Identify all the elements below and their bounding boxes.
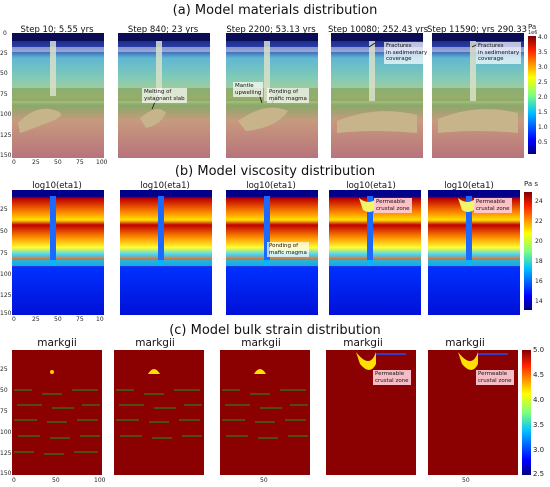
panel-title: Step 2200; 53.13 yrs	[226, 25, 316, 35]
strain-panel	[326, 350, 416, 475]
annotation-label: Ponding of mafic magma	[267, 88, 309, 103]
colorbar	[524, 192, 532, 310]
y-tick: 25	[0, 206, 8, 213]
y-tick: 25	[0, 366, 8, 373]
section-title-strain: (c) Model bulk strain distribution	[169, 323, 381, 338]
y-tick: 150	[0, 310, 12, 317]
x-tick: 50	[54, 316, 62, 323]
annotation-label: Fractures in sedimentary coverage	[476, 42, 522, 64]
colorbar-tick: 3.0	[533, 446, 545, 454]
section-title-materials: (a) Model materials distribution	[172, 3, 378, 18]
annotation-label: Permeable crustal zone	[474, 198, 512, 213]
x-tick: 10	[96, 316, 104, 323]
colorbar-tick: 1.5	[538, 109, 548, 116]
panel-title: log10(eta1)	[444, 181, 494, 191]
colorbar-tick: 4.0	[533, 396, 545, 404]
panel-title: log10(eta1)	[32, 181, 82, 191]
panel-title: markgii	[445, 337, 485, 349]
colorbar-tick: 14	[535, 298, 543, 305]
colorbar-tick: 3.5	[538, 49, 548, 56]
y-tick: 50	[0, 70, 8, 77]
strain-panel	[220, 350, 310, 475]
x-tick: 50	[52, 477, 60, 484]
panel-title: markgii	[37, 337, 77, 349]
colorbar-tick: 2.5	[533, 470, 545, 478]
colorbar-tick: 3.0	[538, 64, 548, 71]
colorbar-tick: 4.0	[538, 34, 548, 41]
panel-title: Step 10; 5.55 yrs	[20, 25, 94, 35]
panel-title: Step 10080; 252.43 yrs	[328, 25, 429, 35]
colorbar-tick: 4.5	[533, 371, 545, 379]
panel-title: log10(eta1)	[246, 181, 296, 191]
x-tick: 25	[32, 316, 40, 323]
colorbar-tick: 18	[535, 258, 543, 265]
colorbar-tick: 3.5	[533, 421, 545, 429]
colorbar-tick: 22	[535, 218, 543, 225]
y-tick: 100	[0, 429, 12, 436]
y-tick: 75	[0, 91, 8, 98]
annotation-label: Permeable crustal zone	[476, 370, 514, 385]
annotation-label: Ponding of mafic magma	[267, 242, 309, 257]
annotation-label: Permeable crustal zone	[374, 198, 412, 213]
x-tick: 100	[94, 477, 106, 484]
panel-title: Step 11590; yrs 290.33	[427, 25, 528, 35]
y-tick: 50	[0, 228, 8, 235]
x-tick: 0	[12, 477, 16, 484]
panel-title: markgii	[343, 337, 383, 349]
panel-title: markgii	[135, 337, 175, 349]
y-tick: 25	[0, 50, 8, 57]
colorbar-tick: 2.5	[538, 79, 548, 86]
panel-title: log10(eta1)	[346, 181, 396, 191]
colorbar-tick: 5.0	[533, 346, 545, 354]
colorbar-tick: 16	[535, 278, 543, 285]
annotation-label: Fractures in sedimentary coverage	[384, 42, 430, 64]
x-tick: 100	[96, 159, 108, 166]
y-tick: 100	[0, 271, 12, 278]
panel-title: log10(eta1)	[140, 181, 190, 191]
section-title-viscosity: (b) Model viscosity distribution	[174, 164, 376, 179]
x-tick: 50	[54, 159, 62, 166]
colorbar-tick: 2.0	[538, 94, 548, 101]
y-tick: 75	[0, 250, 8, 257]
y-tick: 125	[0, 450, 12, 457]
y-tick: 50	[0, 387, 8, 394]
x-tick: 25	[32, 159, 40, 166]
colorbar	[528, 36, 536, 154]
y-tick: 75	[0, 408, 8, 415]
colorbar-tick: 24	[535, 198, 543, 205]
strain-panel	[12, 350, 102, 475]
y-tick: 0	[3, 30, 7, 37]
viscosity-panel	[12, 190, 104, 315]
colorbar	[522, 350, 531, 475]
y-tick: 125	[0, 292, 12, 299]
x-tick: 50	[462, 477, 470, 484]
strain-panel	[114, 350, 204, 475]
materials-panel	[12, 33, 104, 158]
colorbar-exponent: 1e6	[528, 30, 538, 36]
annotation-label: Mantle upwelling	[233, 82, 264, 97]
y-tick: 150	[0, 152, 12, 159]
x-tick: 50	[260, 477, 268, 484]
materials-panel	[331, 33, 423, 158]
annotation-label: Permeable crustal zone	[373, 370, 411, 385]
colorbar-unit: Pa s	[524, 180, 539, 188]
x-tick: 75	[76, 159, 84, 166]
y-tick: 150	[0, 470, 12, 477]
panel-title: Step 840; 23 yrs	[127, 25, 199, 35]
colorbar-tick: 20	[535, 238, 543, 245]
x-tick: 0	[12, 316, 16, 323]
annotation-label: Melting of ystagnant slab	[142, 88, 187, 103]
y-tick: 125	[0, 132, 12, 139]
y-tick: 100	[0, 111, 12, 118]
strain-panel	[428, 350, 518, 475]
colorbar-tick: 1.0	[538, 124, 548, 131]
colorbar-tick: 0.5	[538, 139, 548, 146]
colorbar-unit: Pa	[528, 23, 537, 31]
x-tick: 0	[12, 159, 16, 166]
viscosity-panel	[120, 190, 212, 315]
x-tick: 75	[76, 316, 84, 323]
panel-title: markgii	[241, 337, 281, 349]
